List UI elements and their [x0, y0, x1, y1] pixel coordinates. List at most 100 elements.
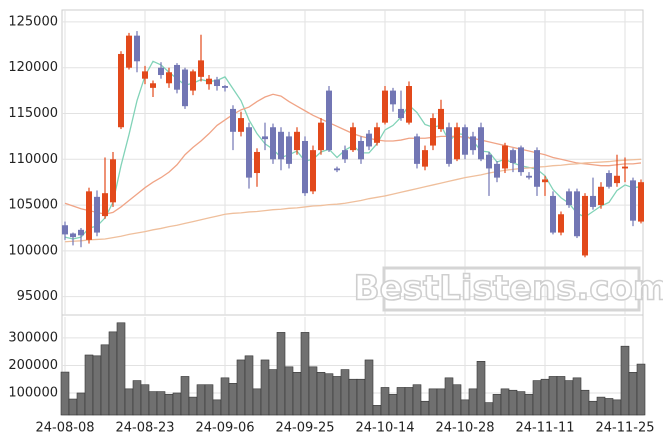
volume-bar [556, 376, 566, 416]
candle-body [318, 122, 324, 151]
volume-bar [476, 361, 486, 416]
candle-body [166, 72, 172, 84]
volume-bar [308, 366, 318, 416]
candle-body [358, 140, 364, 160]
volume-bar [108, 331, 118, 416]
y-tick-label: 115000 [8, 106, 58, 121]
candle-body [286, 136, 292, 164]
candle-body [558, 214, 564, 233]
candle-body [390, 90, 396, 105]
candle-body [150, 83, 156, 88]
candle-body [582, 195, 588, 256]
volume-bar [316, 372, 326, 416]
candle-body [270, 127, 276, 160]
volume-bar [236, 359, 246, 416]
volume-bar [332, 376, 342, 416]
volume-bar [604, 398, 614, 416]
candle-body [510, 150, 516, 163]
candle-body [446, 127, 452, 164]
candle-body [350, 127, 356, 151]
candle-body [174, 64, 180, 90]
candle-body [590, 195, 596, 207]
candle-body [118, 53, 124, 128]
volume-tick-label: 200000 [8, 358, 58, 373]
candle-body [422, 150, 428, 167]
candle-body [214, 79, 220, 87]
volume-bar [500, 388, 510, 416]
candle-body [334, 168, 340, 171]
candle-body [430, 118, 436, 146]
volume-bar [492, 394, 502, 416]
candle-body [310, 150, 316, 192]
volume-bar [196, 384, 206, 416]
candle-body [134, 35, 140, 62]
volume-bar [156, 391, 166, 416]
volume-bar [260, 359, 270, 416]
candle-body [126, 35, 132, 68]
x-tick-label: 24-10-14 [355, 421, 414, 436]
candle-body [182, 69, 188, 107]
volume-bar [76, 392, 86, 416]
volume-bar [60, 371, 70, 416]
volume-bar [460, 399, 470, 416]
volume-bar [204, 384, 214, 416]
x-tick-label: 24-11-11 [515, 421, 574, 436]
candle-body [478, 127, 484, 160]
volume-bar [628, 372, 638, 416]
candle-body [606, 173, 612, 187]
volume-bar [188, 396, 198, 416]
candle-body [326, 90, 332, 151]
candle-body [246, 127, 252, 178]
volume-bar [340, 369, 350, 416]
volume-bar [484, 402, 494, 416]
candle-body [574, 191, 580, 237]
volume-bar [364, 359, 374, 416]
volume-bar [284, 366, 294, 416]
candle-body [566, 191, 572, 206]
volume-bar [148, 391, 158, 416]
candle-body [406, 86, 412, 123]
candle-body [110, 159, 116, 203]
candle-body [70, 233, 76, 238]
volume-bar [548, 376, 558, 416]
candle-body [534, 150, 540, 187]
volume-bar [356, 378, 366, 416]
volume-bar [132, 380, 142, 416]
candle-body [382, 90, 388, 123]
candle-body [102, 193, 108, 217]
y-tick-label: 100000 [8, 243, 58, 258]
candle-body [342, 150, 348, 160]
volume-bar [572, 377, 582, 416]
candle-body [526, 175, 532, 178]
volume-bar [516, 391, 526, 416]
watermark: BestListens.com [354, 269, 663, 309]
candle-body [158, 67, 164, 76]
volume-bar [84, 354, 94, 416]
volume-bar [564, 380, 574, 416]
volume-bar [140, 384, 150, 416]
volume-bar [276, 332, 286, 416]
candle-body [630, 180, 636, 221]
candle-body [486, 154, 492, 169]
volume-bar [164, 394, 174, 416]
x-tick-label: 24-09-06 [195, 421, 254, 436]
candle-body [78, 229, 84, 236]
candle-body [542, 179, 548, 183]
volume-bar [452, 384, 462, 416]
candle-body [454, 127, 460, 160]
volume-bar [380, 387, 390, 416]
candle-body [254, 151, 260, 174]
volume-bar [532, 380, 542, 416]
candle-body [614, 175, 620, 184]
y-tick-label: 125000 [8, 14, 58, 29]
candle-body [94, 196, 100, 233]
x-tick-label: 24-10-28 [435, 421, 494, 436]
y-tick-label: 120000 [8, 60, 58, 75]
volume-bar [396, 387, 406, 416]
candle-body [398, 108, 404, 119]
y-tick-label: 105000 [8, 198, 58, 213]
y-tick-label: 95000 [17, 289, 58, 304]
moving-average-line [64, 158, 642, 243]
watermark-box [382, 266, 641, 312]
